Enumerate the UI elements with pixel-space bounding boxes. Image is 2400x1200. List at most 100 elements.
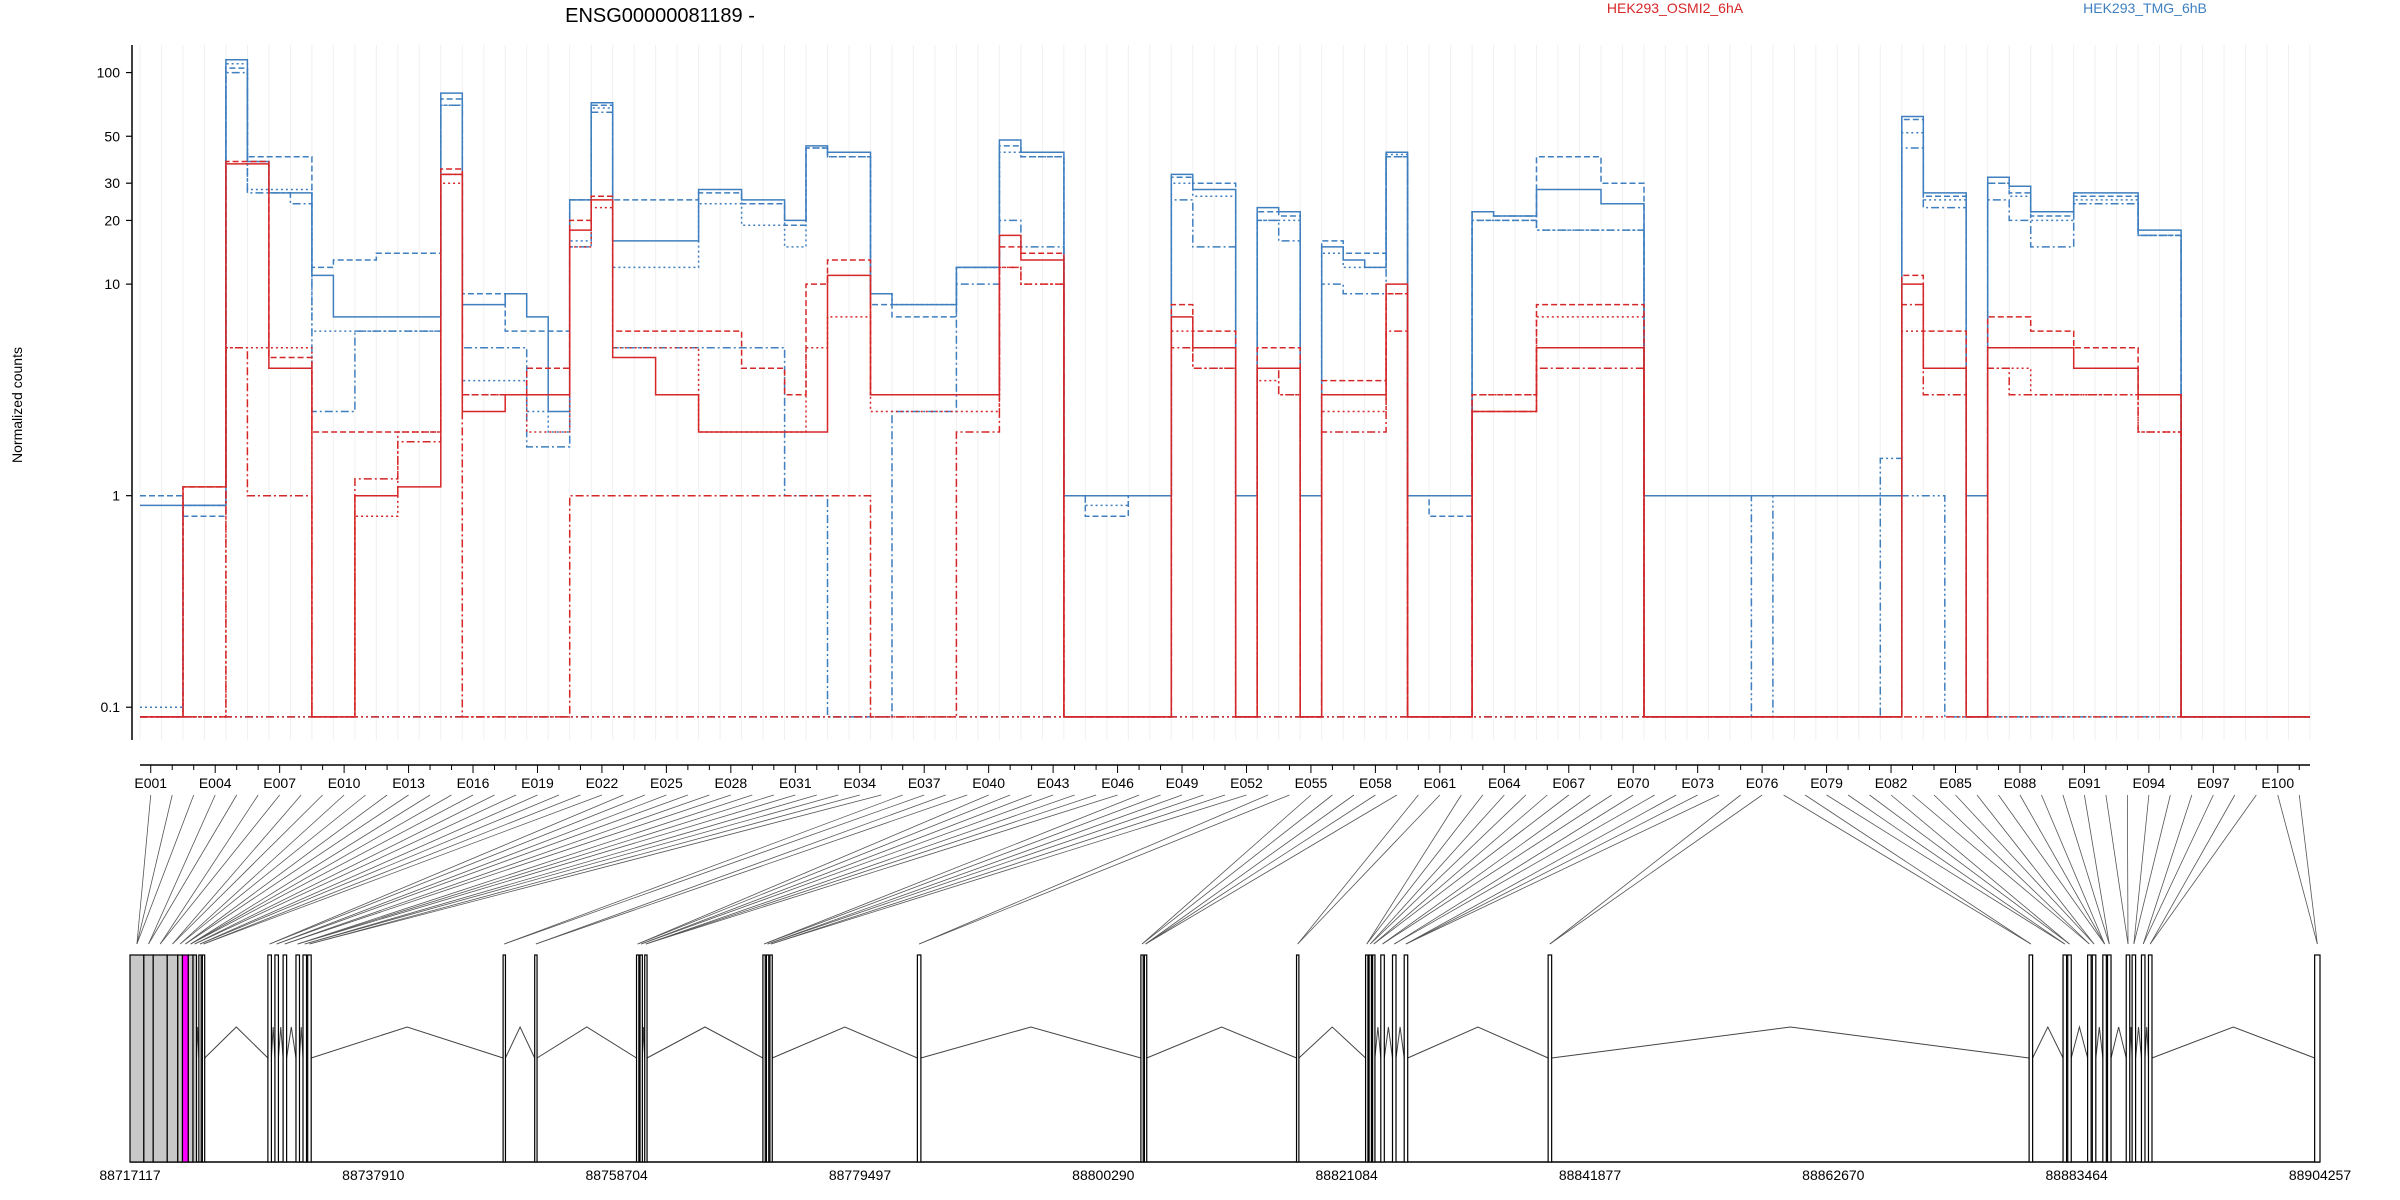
exon-tick-label: E073 — [1681, 775, 1714, 791]
genomic-tick-label: 88717117 — [99, 1167, 160, 1183]
exon-tick-label: E040 — [972, 775, 1005, 791]
series-line-6 — [140, 160, 2310, 718]
exon-box — [1368, 954, 1373, 1163]
y-tick-label: 100 — [97, 65, 121, 81]
exon-box — [765, 954, 770, 1163]
exon-box — [635, 954, 640, 1163]
exon-connector — [1394, 794, 1634, 945]
exon-axis: E001 E004 E007 E010 E013 E016 E019 E022 E025 E028… — [134, 764, 2310, 791]
intron-line — [311, 1026, 504, 1059]
exon-connector — [136, 794, 173, 945]
exon-connector — [2277, 794, 2318, 945]
exon-tick-label: E019 — [521, 775, 554, 791]
exon-tick-label: E010 — [328, 775, 361, 791]
exon-connector — [645, 794, 1118, 945]
legend-entry-tmg: HEK293_TMG_6hB — [2083, 0, 2207, 16]
exon-connector — [504, 794, 903, 945]
exon-connector — [1405, 794, 1720, 945]
exon-connector — [1783, 794, 2032, 945]
exon-connector — [269, 794, 624, 945]
exon-connector — [172, 794, 302, 945]
exon-connector — [304, 794, 839, 945]
exon-connector — [1373, 794, 1548, 945]
exon-tick-label: E091 — [2068, 775, 2101, 791]
y-tick-label: 0.1 — [101, 699, 121, 715]
exon-connector — [1998, 794, 2105, 945]
series-line-3 — [140, 71, 2310, 718]
exon-connector — [770, 794, 1226, 945]
exon-connector — [2062, 794, 2110, 945]
exon-connector — [1297, 794, 1441, 945]
exon-connector — [276, 794, 667, 945]
exon-box — [916, 954, 922, 1163]
exon-connector — [1405, 794, 1698, 945]
exon-connector — [1394, 794, 1655, 945]
exon-connector — [1297, 794, 1419, 945]
exon-connector — [1373, 794, 1570, 945]
exon-box — [295, 954, 301, 1163]
exon-box — [2091, 954, 2097, 1163]
intron-line — [1407, 1026, 1549, 1059]
exon-box — [192, 954, 198, 1163]
exon-connector — [535, 794, 968, 945]
exon-connector — [194, 794, 495, 945]
intron-line — [1298, 1026, 1366, 1059]
y-tick-label: 30 — [104, 175, 120, 191]
exon-tick-label: E067 — [1552, 775, 1585, 791]
exon-box — [129, 954, 145, 1163]
exon-connector — [297, 794, 753, 945]
exon-box — [2062, 954, 2068, 1163]
y-axis-label: Normalized counts — [9, 347, 25, 463]
intron-line — [536, 1026, 637, 1059]
exon-box — [274, 954, 280, 1163]
exon-connector — [2142, 794, 2214, 945]
exon-tick-label: E034 — [843, 775, 876, 791]
exon-connector — [297, 794, 774, 945]
exon-connector — [194, 794, 517, 945]
exon-box — [201, 954, 206, 1163]
exon-connector — [309, 794, 860, 945]
exon-tick-label: E001 — [134, 775, 167, 791]
exon-connector — [1141, 794, 1312, 945]
genomic-tick-label: 88862670 — [1802, 1167, 1865, 1183]
exon-connector — [2084, 794, 2110, 945]
exon-connector — [136, 794, 152, 945]
series-line-2 — [140, 63, 2310, 718]
exon-connector — [159, 794, 280, 945]
exon-box — [1295, 954, 1300, 1163]
intron-line — [1551, 1026, 2030, 1059]
exon-connector — [276, 794, 689, 945]
intron-line — [1395, 1026, 1405, 1059]
intron-line — [920, 1026, 1142, 1059]
exon-connector — [535, 794, 946, 945]
exon-tick-label: E058 — [1359, 775, 1392, 791]
intron-line — [204, 1026, 269, 1059]
exon-tick-label: E076 — [1746, 775, 1779, 791]
exon-box — [1403, 954, 1409, 1163]
intron-line — [2151, 1026, 2315, 1059]
exon-box — [2131, 954, 2137, 1163]
exon-connector — [637, 794, 1011, 945]
exon-connector — [190, 794, 474, 945]
exon-connector — [297, 794, 796, 945]
exon-tick-label: E046 — [1101, 775, 1134, 791]
legend-entry-osmi2: HEK293_OSMI2_6hA — [1607, 0, 1744, 16]
exon-connector — [1976, 794, 2095, 945]
genomic-tick-label: 88779497 — [829, 1167, 892, 1183]
exon-connector — [1869, 794, 2070, 945]
exon-connector — [1382, 794, 1612, 945]
exon-box — [534, 954, 538, 1163]
exon-connector — [918, 794, 1269, 945]
exon-box — [2140, 954, 2146, 1163]
exon-connector — [190, 794, 431, 945]
exon-connector — [767, 794, 1183, 945]
exon-box — [267, 954, 273, 1163]
exon-tick-label: E061 — [1423, 775, 1456, 791]
exon-box — [639, 954, 643, 1163]
intron-line — [277, 1026, 284, 1059]
exon-connector — [1549, 794, 1763, 945]
exon-box — [502, 954, 507, 1163]
exon-tick-label: E007 — [263, 775, 296, 791]
series-line-0 — [140, 58, 2310, 718]
exon-connector — [2149, 794, 2257, 945]
